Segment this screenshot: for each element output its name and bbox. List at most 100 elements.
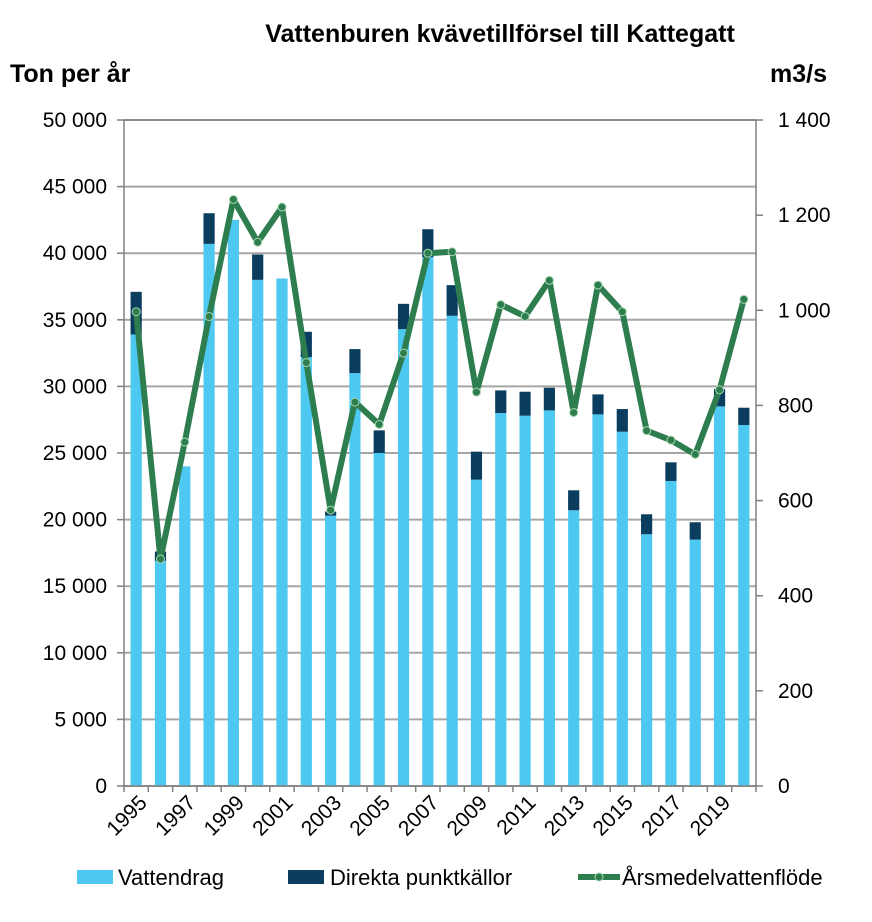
flow-point: [496, 300, 506, 310]
bar-vattendrag: [227, 219, 239, 786]
bar-direkta-punktkallor: [422, 229, 434, 258]
flow-point: [471, 387, 481, 397]
x-axis-ticks: 1995 1997 1999 2001 2003 2005 2007 2009 2011 2013…: [102, 786, 757, 841]
bar-direkta-punktkallor: [543, 387, 555, 411]
y-tick-label: 50 000: [43, 109, 107, 132]
flow-line: [131, 194, 749, 564]
bar-vattendrag: [641, 534, 653, 786]
bar-direkta-punktkallor: [446, 285, 458, 316]
x-tick-label: 1995: [102, 791, 151, 840]
y-tick-label: 0: [95, 775, 107, 798]
y-tick-label: 35 000: [43, 309, 107, 332]
bar-vattendrag: [252, 279, 264, 786]
flow-point: [520, 311, 530, 321]
x-tick-label: 2015: [589, 791, 638, 840]
y-tick-label: 30 000: [43, 375, 107, 398]
y2-tick-label: 0: [778, 775, 790, 798]
x-tick-label: 2019: [686, 791, 735, 840]
bar-direkta-punktkallor: [568, 490, 580, 511]
bar-direkta-punktkallor: [738, 407, 750, 426]
bar-vattendrag: [713, 406, 726, 786]
bar-vattendrag: [519, 415, 531, 786]
flow-point: [131, 307, 141, 317]
x-tick-label: 2007: [394, 791, 443, 840]
y-tick-label: 10 000: [43, 642, 107, 665]
y2-tick-label: 1 000: [778, 299, 831, 322]
flow-point: [447, 247, 457, 257]
y-axis-ticks: 0 5 000 10 000 15 000 20 000 25 000 30 000 35 0…: [43, 109, 124, 798]
flow-point: [593, 280, 603, 290]
bar-direkta-punktkallor: [592, 394, 604, 415]
x-tick-label: 2009: [443, 791, 492, 840]
bar-vattendrag: [325, 515, 337, 786]
bar-vattendrag: [689, 539, 701, 786]
legend-swatch-vattendrag: [77, 870, 113, 884]
bar-vattendrag: [592, 414, 604, 786]
bar-vattendrag: [130, 334, 142, 786]
flow-point: [374, 419, 384, 429]
flow-point: [326, 505, 336, 515]
flow-point: [423, 248, 433, 258]
bar-direkta-punktkallor: [203, 213, 215, 244]
flow-point: [569, 408, 579, 418]
flow-point: [617, 307, 627, 317]
bar-vattendrag: [543, 410, 555, 786]
bar-vattendrag: [616, 431, 628, 786]
y2-tick-label: 1 200: [778, 204, 831, 227]
y2-tick-label: 200: [778, 680, 813, 703]
bar-direkta-punktkallor: [616, 409, 628, 432]
bars: [130, 213, 750, 787]
bar-vattendrag: [422, 257, 434, 786]
flow-point: [301, 358, 311, 368]
bar-direkta-punktkallor: [519, 391, 531, 416]
legend-label-direkta-punktkallor: Direkta punktkällor: [330, 865, 512, 890]
x-tick-label: 2003: [297, 791, 346, 840]
x-tick-label: 2011: [492, 791, 540, 839]
bar-vattendrag: [349, 373, 361, 786]
flow-point: [399, 348, 409, 358]
y2-axis-label: m3/s: [770, 60, 827, 88]
flow-line-path: [133, 196, 747, 563]
y2-axis-ticks: 0 200 400 600 800 1 000 1 200 1 400: [756, 109, 831, 798]
bar-direkta-punktkallor: [252, 254, 264, 280]
flow-point: [642, 426, 652, 436]
y2-tick-label: 800: [778, 394, 813, 417]
legend-label-arsmedelvattenflode: Årsmedelvattenflöde: [622, 865, 823, 890]
legend-marker-arsmedelvattenflode: [594, 872, 604, 882]
y-tick-label: 25 000: [43, 442, 107, 465]
bar-direkta-punktkallor: [689, 522, 701, 540]
bar-vattendrag: [179, 466, 191, 786]
y-tick-label: 40 000: [43, 242, 107, 265]
bar-vattendrag: [373, 453, 385, 786]
flow-point: [277, 202, 287, 212]
flow-point: [204, 311, 214, 321]
flow-point: [666, 435, 676, 445]
legend: Vattendrag Direkta punktkällor Årsmedelv…: [77, 865, 823, 890]
flow-point: [350, 397, 360, 407]
bar-vattendrag: [665, 480, 677, 786]
bar-vattendrag: [397, 329, 410, 786]
chart-title: Vattenburen kvävetillförsel till Kattega…: [265, 20, 735, 48]
x-tick-label: 2001: [248, 791, 297, 840]
bar-vattendrag: [203, 243, 215, 787]
bar-direkta-punktkallor: [641, 514, 653, 535]
flow-point: [253, 237, 263, 247]
y2-tick-label: 600: [778, 490, 813, 513]
bar-direkta-punktkallor: [470, 451, 483, 480]
y2-tick-label: 400: [778, 585, 813, 608]
bar-vattendrag: [495, 413, 507, 786]
y-tick-label: 45 000: [43, 176, 107, 199]
flow-point: [155, 554, 165, 564]
y-axis-label: Ton per år: [10, 60, 131, 88]
x-tick-label: 2013: [540, 791, 589, 840]
bar-direkta-punktkallor: [665, 462, 677, 481]
bar-direkta-punktkallor: [495, 390, 507, 414]
gridlines: [124, 119, 756, 787]
bar-vattendrag: [470, 479, 483, 786]
legend-label-vattendrag: Vattendrag: [118, 865, 224, 890]
x-tick-label: 2017: [637, 791, 686, 840]
flow-point: [690, 449, 700, 459]
y2-tick-label: 1 400: [778, 109, 831, 132]
flow-point: [739, 294, 749, 304]
y-tick-label: 15 000: [43, 575, 107, 598]
